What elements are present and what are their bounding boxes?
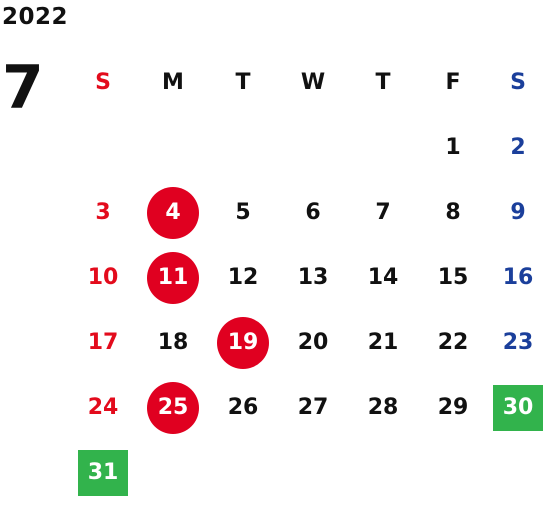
- day-9: 9: [510, 199, 526, 225]
- weekday-header-wed: W: [300, 69, 326, 95]
- weekday-header-thu: T: [375, 69, 391, 95]
- day-6: 6: [305, 199, 321, 225]
- calendar-month: 7: [2, 53, 44, 123]
- day-28: 28: [367, 394, 399, 420]
- day-5: 5: [235, 199, 251, 225]
- weekday-header-sun: S: [95, 69, 111, 95]
- day-30-highlight: 30: [493, 384, 543, 431]
- weekday-header-mon: M: [162, 69, 184, 95]
- day-3: 3: [95, 199, 111, 225]
- day-27: 27: [297, 394, 329, 420]
- day-10: 10: [87, 264, 119, 290]
- day-17: 17: [87, 329, 119, 355]
- day-2: 2: [510, 134, 526, 160]
- day-14: 14: [367, 264, 399, 290]
- day-4-cell: 4: [138, 180, 208, 245]
- day-25-highlight: 25: [147, 381, 199, 434]
- day-30-cell: 30: [488, 375, 548, 440]
- day-18: 18: [157, 329, 189, 355]
- day-31-cell: 31: [68, 440, 138, 505]
- day-24: 24: [87, 394, 119, 420]
- calendar-year: 2022: [2, 4, 69, 30]
- day-8: 8: [445, 199, 461, 225]
- day-29: 29: [437, 394, 469, 420]
- day-16: 16: [502, 264, 534, 290]
- day-11-cell: 11: [138, 245, 208, 310]
- day-26: 26: [227, 394, 259, 420]
- day-19-highlight: 19: [217, 316, 269, 369]
- day-25-cell: 25: [138, 375, 208, 440]
- day-13: 13: [297, 264, 329, 290]
- day-20: 20: [297, 329, 329, 355]
- day-15: 15: [437, 264, 469, 290]
- day-7: 7: [375, 199, 391, 225]
- calendar-grid: S M T W T F S 1 2 3 4 5 6 7 8 9 10 11 12…: [68, 50, 548, 505]
- day-11-highlight: 11: [147, 251, 199, 304]
- day-21: 21: [367, 329, 399, 355]
- day-1: 1: [445, 134, 461, 160]
- day-4-highlight: 4: [147, 186, 199, 239]
- day-22: 22: [437, 329, 469, 355]
- day-31-highlight: 31: [78, 449, 128, 496]
- day-19-cell: 19: [208, 310, 278, 375]
- weekday-header-sat: S: [510, 69, 526, 95]
- weekday-header-fri: F: [445, 69, 461, 95]
- weekday-header-tue: T: [235, 69, 251, 95]
- day-12: 12: [227, 264, 259, 290]
- day-23: 23: [502, 329, 534, 355]
